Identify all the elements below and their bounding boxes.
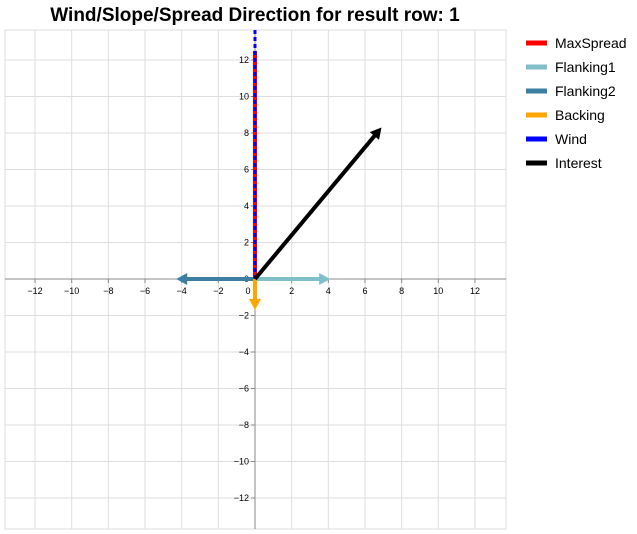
y-tick-label: 8 [244,128,249,138]
x-tick-label: 8 [399,286,404,296]
legend-label-flanking2: Flanking2 [555,83,616,99]
y-tick-label: 12 [239,55,249,65]
y-tick-label: −8 [239,420,249,430]
y-tick-label: −12 [234,493,249,503]
x-tick-label: −6 [140,286,150,296]
legend-label-interest: Interest [555,155,602,171]
legend-label-maxspread: MaxSpread [555,35,627,51]
y-tick-label: −6 [239,384,249,394]
x-tick-label: −12 [27,286,42,296]
y-tick-label: 2 [244,238,249,248]
series-interest-line [253,132,379,281]
series-interest-arrowhead [369,127,382,140]
legend: MaxSpread Flanking1 Flanking2 Backing Wind In… [526,35,627,171]
legend-label-wind: Wind [555,131,587,147]
x-tick-label: 6 [362,286,367,296]
y-tick-label: −10 [234,457,249,467]
x-tick-label: −2 [213,286,223,296]
series-flanking1-arrowhead [319,273,331,285]
series-backing-arrowhead [249,299,261,311]
x-tick-label: −10 [64,286,79,296]
y-tick-label: 4 [244,201,249,211]
x-tick-label: −8 [103,286,113,296]
x-tick-label: 10 [433,286,443,296]
chart-title: Wind/Slope/Spread Direction for result r… [50,5,460,26]
y-tick-label: 6 [244,165,249,175]
legend-label-backing: Backing [555,107,605,123]
legend-label-flanking1: Flanking1 [555,59,616,75]
x-tick-label: −4 [177,286,187,296]
y-tick-label: −4 [239,347,249,357]
x-tick-label: 2 [289,286,294,296]
x-tick-label: 0 [245,286,250,296]
series-flanking2-arrowhead [176,273,188,285]
x-tick-label: 4 [326,286,331,296]
y-tick-label: −2 [239,311,249,321]
series-lines [176,28,382,311]
x-tick-label: 12 [470,286,480,296]
y-tick-label: 10 [239,92,249,102]
x-tick-labels: −12 −10 −8 −6 −4 −2 0 2 4 6 8 10 12 [27,279,480,296]
